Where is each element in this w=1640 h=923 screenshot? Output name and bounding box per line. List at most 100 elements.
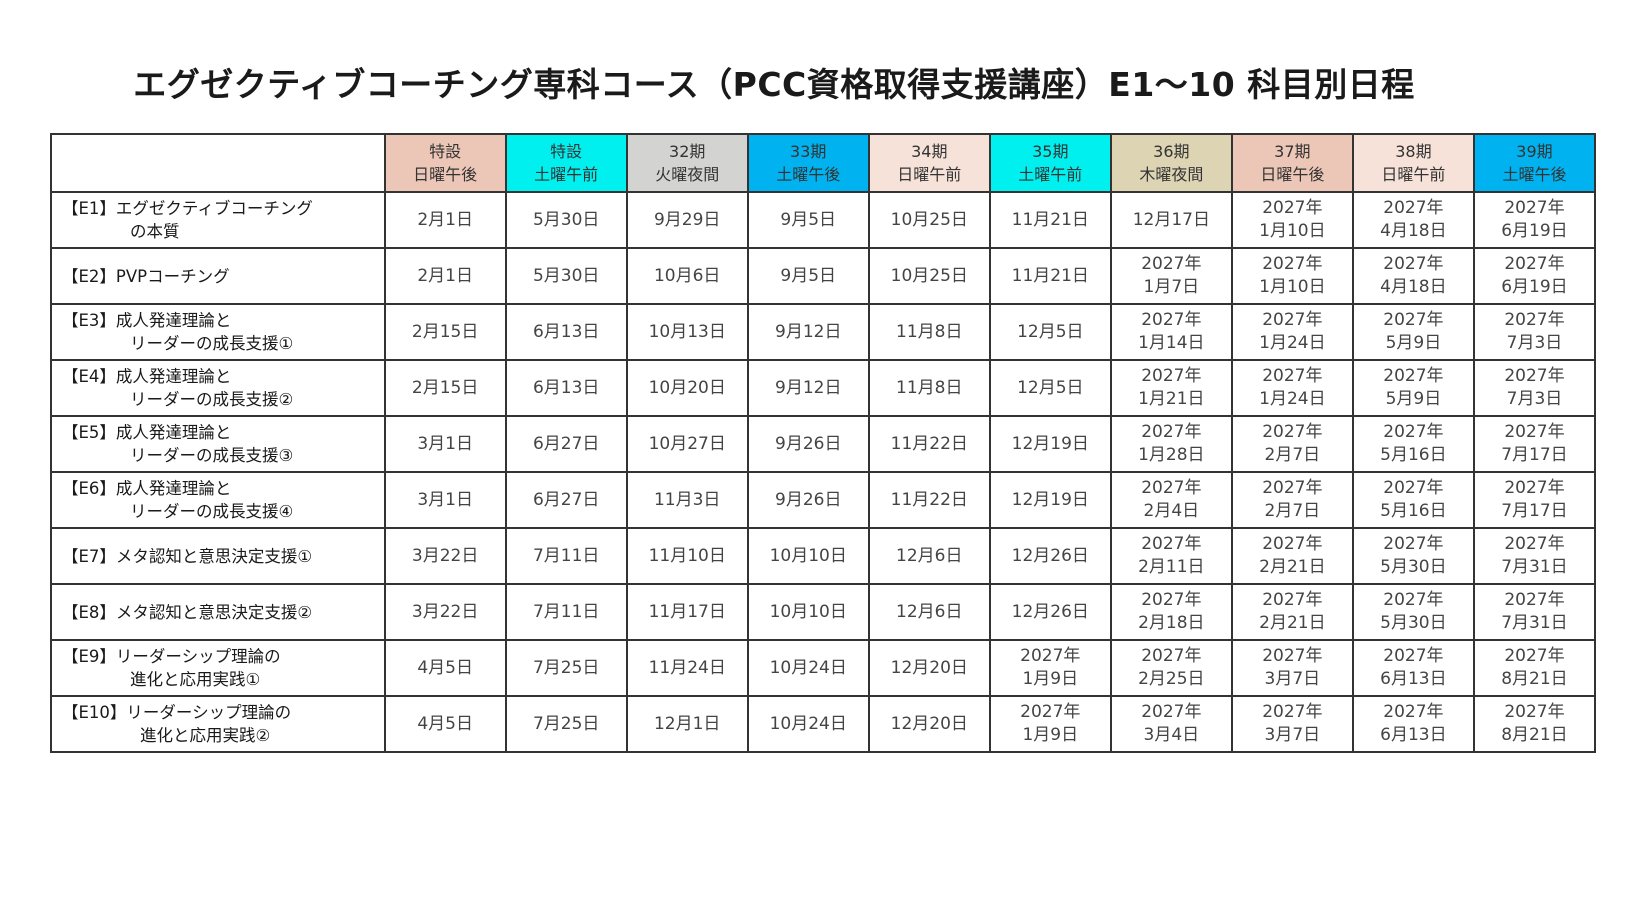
date-day: 7月25日 xyxy=(532,713,600,734)
date-day: 9月26日 xyxy=(775,433,842,454)
date-day: 2月11日 xyxy=(1138,557,1205,577)
date-cell: 7月25日 xyxy=(504,695,628,753)
date-day: 8月21日 xyxy=(1501,725,1568,745)
date-day: 10月24日 xyxy=(769,657,847,678)
date-cell: 11月3日 xyxy=(625,471,749,529)
date-day: 6月13日 xyxy=(1380,725,1447,745)
column-header-schedule: 木曜夜間 xyxy=(1139,165,1204,184)
header-corner-cell xyxy=(50,133,386,193)
date-cell: 2027年 1月28日 xyxy=(1109,415,1233,473)
date-cell: 12月26日 xyxy=(988,583,1112,641)
date-cell: 9月29日 xyxy=(625,191,749,249)
date-day: 12月1日 xyxy=(653,713,721,734)
date-cell: 11月17日 xyxy=(625,583,749,641)
date-cell: 2027年 1月9日 xyxy=(988,695,1112,753)
date-day: 3月7日 xyxy=(1264,669,1321,689)
date-cell: 6月27日 xyxy=(504,471,628,529)
date-cell: 12月19日 xyxy=(988,471,1112,529)
column-header: 39期 土曜午後 xyxy=(1472,133,1597,193)
subject-cell: 【E8】メタ認知と意思決定支援② xyxy=(50,583,386,641)
date-year: 2027年 xyxy=(1262,254,1323,274)
date-cell: 10月24日 xyxy=(746,639,870,697)
date-day: 11月22日 xyxy=(890,489,968,510)
date-cell: 10月20日 xyxy=(625,359,749,417)
table-row: 【E6】成人発達理論と リーダーの成長支援④ 3月1日 6月27日 11月3日 9月26日… xyxy=(50,471,1597,529)
column-header-term: 特設 xyxy=(550,142,583,161)
date-cell: 3月22日 xyxy=(383,527,507,585)
subject-subtitle: の本質 xyxy=(130,222,180,241)
date-cell: 9月5日 xyxy=(746,191,870,249)
date-cell: 2027年 8月21日 xyxy=(1472,695,1597,753)
date-cell: 2027年 1月14日 xyxy=(1109,303,1233,361)
date-cell: 2027年 1月9日 xyxy=(988,639,1112,697)
column-header-term: 34期 xyxy=(911,142,948,161)
date-year: 2027年 xyxy=(1504,478,1565,498)
date-cell: 2027年 7月31日 xyxy=(1472,527,1597,585)
date-day: 5月9日 xyxy=(1385,389,1442,409)
date-cell: 2027年 5月16日 xyxy=(1351,471,1475,529)
date-cell: 11月22日 xyxy=(867,471,991,529)
date-day: 2月15日 xyxy=(411,377,479,398)
date-year: 2027年 xyxy=(1020,646,1081,666)
date-cell: 2027年 1月7日 xyxy=(1109,247,1233,305)
column-header-term: 33期 xyxy=(790,142,827,161)
date-year: 2027年 xyxy=(1383,702,1444,722)
date-day: 7月11日 xyxy=(532,545,600,566)
date-cell: 11月21日 xyxy=(988,247,1112,305)
date-cell: 2027年 2月21日 xyxy=(1230,527,1354,585)
page-title: エグゼクティブコーチング専科コース（PCC資格取得支援講座）E1〜10 科目別日… xyxy=(133,65,1415,104)
table-row: 【E2】PVPコーチング 2月1日 5月30日 10月6日 9月5日 10月25日 11月2… xyxy=(50,247,1597,305)
date-day: 6月13日 xyxy=(532,321,600,342)
date-cell: 2027年 6月19日 xyxy=(1472,191,1597,249)
date-year: 2027年 xyxy=(1262,422,1323,442)
subject-title: 【E3】成人発達理論と xyxy=(62,311,232,330)
date-year: 2027年 xyxy=(1262,534,1323,554)
date-day: 10月25日 xyxy=(890,265,968,286)
date-day: 11月3日 xyxy=(653,489,721,510)
column-header: 32期 火曜夜間 xyxy=(625,133,749,193)
date-day: 5月30日 xyxy=(532,209,600,230)
column-header-term: 37期 xyxy=(1274,142,1311,161)
date-day: 3月22日 xyxy=(411,601,479,622)
date-day: 1月21日 xyxy=(1138,389,1205,409)
date-day: 11月8日 xyxy=(896,321,963,342)
subject-cell: 【E1】エグゼクティブコーチング の本質 xyxy=(50,191,386,249)
schedule-table: 特設 日曜午後 特設 土曜午前 32期 火曜夜間 33期 土曜午後 34期 日曜午前 35期 土曜午前… xyxy=(50,133,1597,753)
column-header-schedule: 土曜午後 xyxy=(1502,165,1567,184)
column-header-term: 38期 xyxy=(1395,142,1432,161)
column-header: 34期 日曜午前 xyxy=(867,133,991,193)
date-day: 9月26日 xyxy=(775,489,842,510)
table-row: 【E7】メタ認知と意思決定支援① 3月22日 7月11日 11月10日 10月10日 12… xyxy=(50,527,1597,585)
date-day: 5月16日 xyxy=(1380,501,1447,521)
date-cell: 2027年 7月3日 xyxy=(1472,303,1597,361)
date-cell: 10月6日 xyxy=(625,247,749,305)
date-day: 9月12日 xyxy=(775,321,842,342)
date-cell: 12月26日 xyxy=(988,527,1112,585)
date-day: 6月27日 xyxy=(532,489,600,510)
date-cell: 5月30日 xyxy=(504,247,628,305)
date-year: 2027年 xyxy=(1141,646,1202,666)
date-cell: 10月25日 xyxy=(867,191,991,249)
date-day: 11月10日 xyxy=(648,545,726,566)
date-day: 2月7日 xyxy=(1264,501,1321,521)
date-day: 11月8日 xyxy=(896,377,963,398)
date-year: 2027年 xyxy=(1262,478,1323,498)
column-header: 特設 日曜午後 xyxy=(383,133,507,193)
date-day: 11月17日 xyxy=(648,601,726,622)
date-cell: 2027年 1月24日 xyxy=(1230,359,1354,417)
column-header-schedule: 土曜午前 xyxy=(534,165,599,184)
date-year: 2027年 xyxy=(1383,478,1444,498)
column-header-schedule: 土曜午後 xyxy=(776,165,841,184)
date-cell: 12月5日 xyxy=(988,359,1112,417)
subject-subtitle: リーダーの成長支援① xyxy=(130,334,294,353)
date-day: 2月15日 xyxy=(411,321,479,342)
date-cell: 11月22日 xyxy=(867,415,991,473)
date-day: 1月24日 xyxy=(1259,389,1326,409)
column-header-term: 特設 xyxy=(429,142,462,161)
subject-title: 【E9】リーダーシップ理論の xyxy=(62,647,281,666)
date-day: 3月4日 xyxy=(1143,725,1200,745)
date-day: 12月26日 xyxy=(1011,545,1089,566)
date-cell: 11月21日 xyxy=(988,191,1112,249)
table-row: 【E1】エグゼクティブコーチング の本質 2月1日 5月30日 9月29日 9月5日 10月… xyxy=(50,191,1597,249)
header-row: 特設 日曜午後 特設 土曜午前 32期 火曜夜間 33期 土曜午後 34期 日曜午前 35期 土曜午前… xyxy=(50,133,1597,193)
